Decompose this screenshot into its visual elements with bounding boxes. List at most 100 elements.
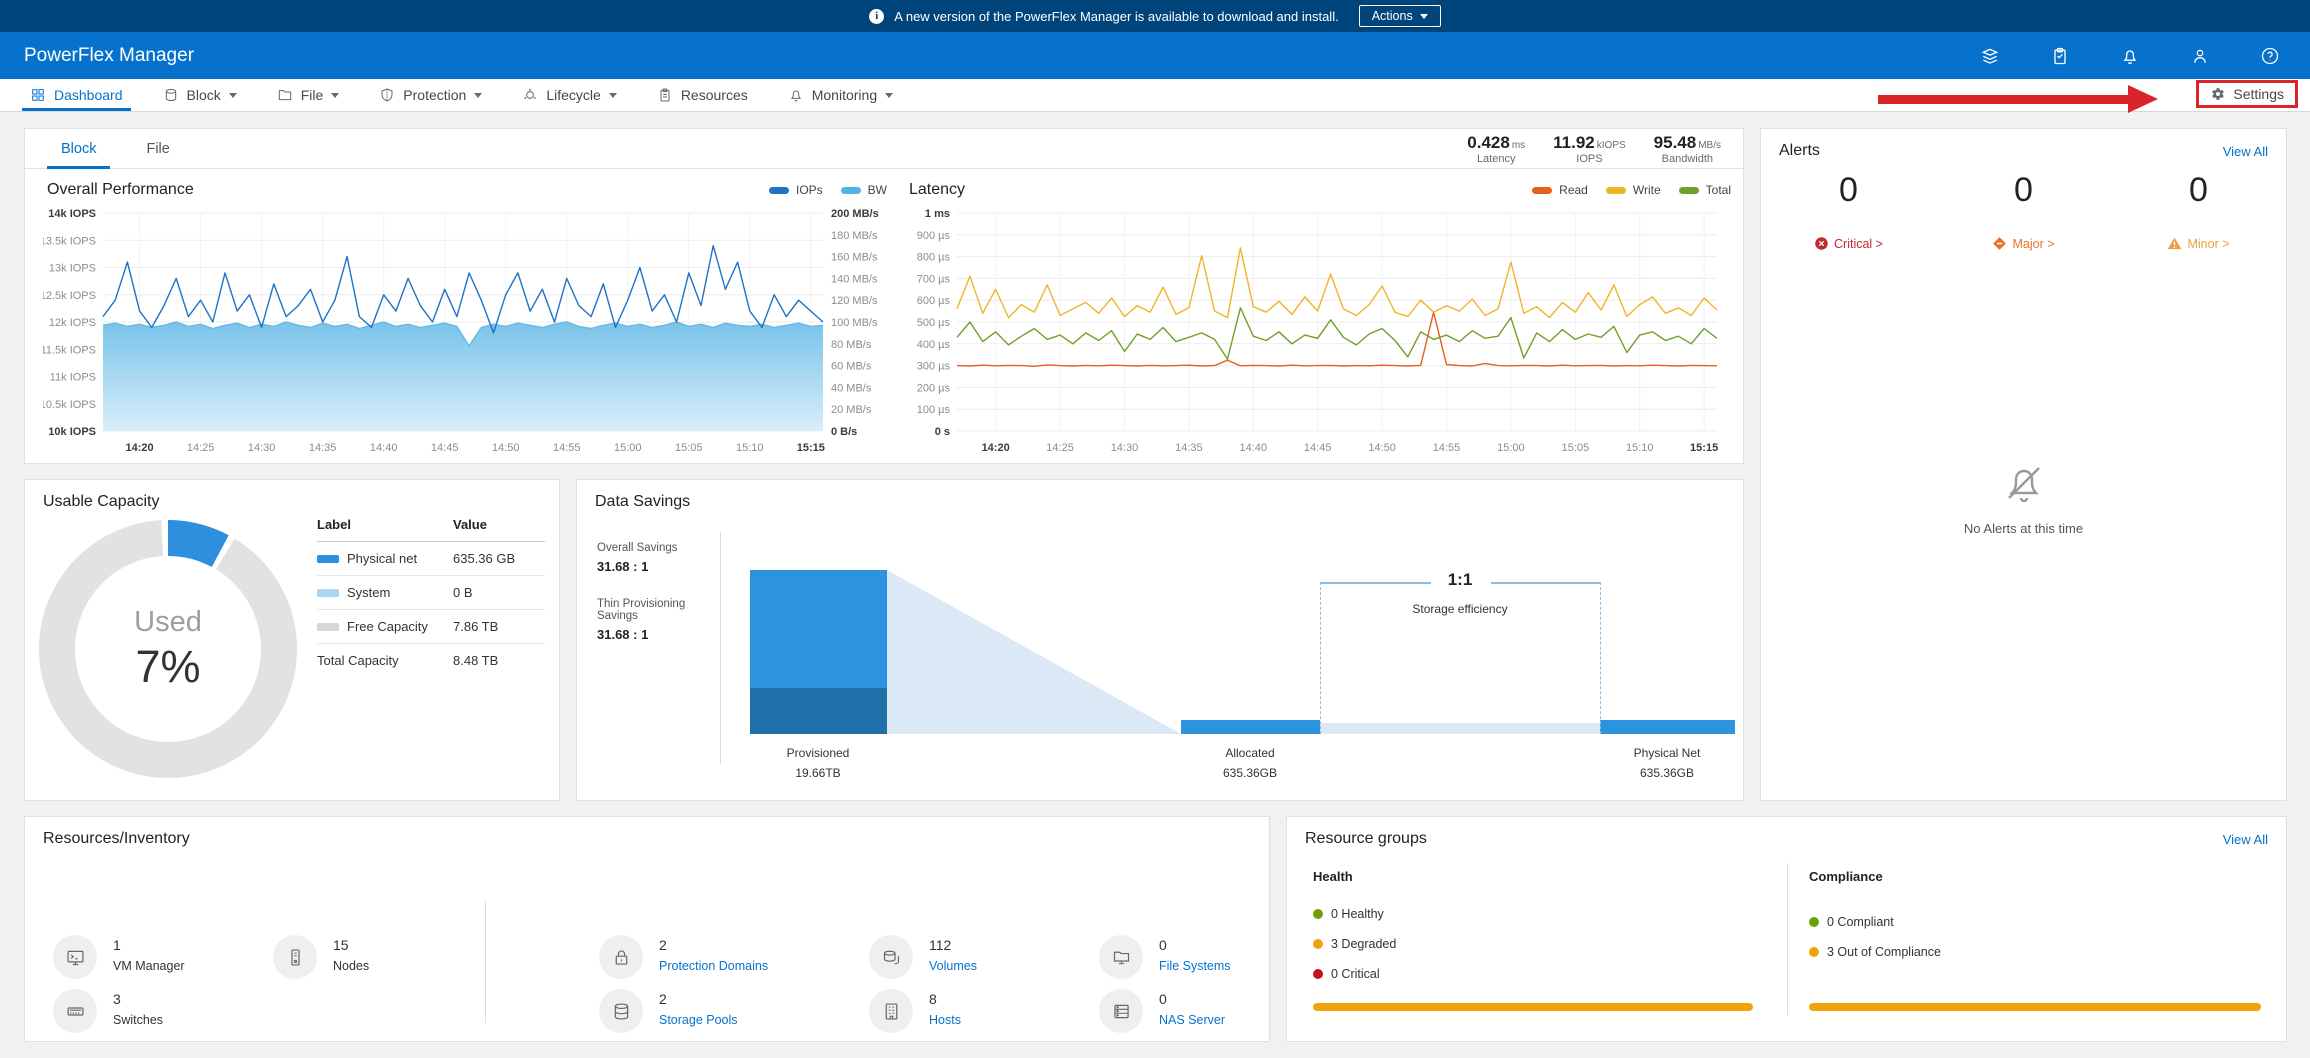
legend-swatch	[840, 186, 861, 194]
minor-link[interactable]: Minor >	[2167, 236, 2230, 251]
capacity-row-total: Total Capacity 8.48 TB	[317, 653, 499, 668]
resource-link[interactable]: Protection Domains	[659, 959, 769, 973]
user-icon[interactable]	[2190, 46, 2210, 66]
donut-center: Used 7%	[75, 556, 261, 742]
svg-text:900 µs: 900 µs	[917, 230, 951, 242]
allocated-bar	[1181, 720, 1320, 734]
resource-groups-card: Resource groups View All Health 0 Health…	[1286, 816, 2287, 1042]
jobs-icon[interactable]	[1980, 46, 2000, 66]
alerts-view-all-link[interactable]: View All	[2222, 144, 2268, 159]
thin-savings-label: Thin Provisioning Savings	[597, 598, 686, 622]
svg-text:14:20: 14:20	[982, 442, 1010, 454]
resource-link[interactable]: Volumes	[929, 959, 977, 973]
resource-file-systems: 0 File Systems	[1099, 935, 1231, 979]
resource-link[interactable]: Hosts	[929, 1013, 961, 1027]
resource-hosts: 8 Hosts	[869, 989, 961, 1033]
legend-total[interactable]: Total	[1678, 183, 1731, 197]
resource-link[interactable]: NAS Server	[1159, 1013, 1225, 1027]
major-link[interactable]: Major >	[1992, 236, 2055, 251]
health-row-degraded: 3 Degraded	[1313, 937, 1396, 951]
tab-file[interactable]: File	[132, 129, 183, 168]
resource-storage-pools: 2 Storage Pools	[599, 989, 738, 1033]
alert-counts: 0 Critical > 0 Major > 0 Minor >	[1761, 171, 2286, 256]
lock-icon	[599, 935, 643, 979]
resource-count: 2	[659, 991, 667, 1007]
bell-slash-icon	[2000, 459, 2048, 507]
resource-label: VM Manager	[113, 959, 185, 973]
shield-icon	[379, 87, 395, 103]
svg-text:140 MB/s: 140 MB/s	[831, 273, 878, 285]
resource-protection-domains: 2 Protection Domains	[599, 935, 768, 979]
nav-item-monitoring[interactable]: Monitoring	[768, 79, 913, 111]
compliance-row-out-of-compliance: 3 Out of Compliance	[1809, 945, 1941, 959]
resource-switches: 3 Switches	[53, 989, 163, 1033]
nav-item-resources[interactable]: Resources	[637, 79, 768, 111]
svg-text:500 µs: 500 µs	[917, 317, 951, 329]
performance-legend: IOPs BW	[768, 183, 887, 197]
legend-swatch	[1605, 186, 1626, 194]
critical-dot	[1313, 969, 1323, 979]
chevron-down-icon	[885, 92, 894, 98]
banner-message: A new version of the PowerFlex Manager i…	[894, 8, 1339, 24]
savings-summary: Overall Savings 31.68 : 1 Thin Provision…	[597, 542, 715, 666]
svg-text:20 MB/s: 20 MB/s	[831, 404, 872, 416]
resource-link[interactable]: File Systems	[1159, 959, 1231, 973]
major-column: 0 Major >	[1936, 171, 2111, 256]
divider	[720, 532, 721, 764]
legend-bw[interactable]: BW	[840, 183, 887, 197]
physical-net-bar	[1600, 720, 1735, 734]
svg-text:180 MB/s: 180 MB/s	[831, 230, 878, 242]
donut-center-value: 7%	[135, 640, 201, 692]
efficiency-dashed-line-left	[1320, 582, 1321, 734]
nav-item-file[interactable]: File	[257, 79, 360, 111]
divider	[485, 901, 486, 1023]
svg-text:14:50: 14:50	[492, 442, 520, 454]
tab-block[interactable]: Block	[47, 129, 111, 169]
compliance-row-compliant: 0 Compliant	[1809, 915, 1894, 929]
svg-text:40 MB/s: 40 MB/s	[831, 382, 872, 394]
svg-text:14:30: 14:30	[248, 442, 276, 454]
no-alerts-empty-state: No Alerts at this time	[1761, 459, 2286, 536]
critical-column: 0 Critical >	[1761, 171, 1936, 256]
legend-iops[interactable]: IOPs	[768, 183, 823, 197]
resource-groups-view-all-link[interactable]: View All	[2222, 832, 2268, 847]
dashboard-icon	[30, 87, 46, 103]
nav-item-settings[interactable]: Settings	[2196, 80, 2298, 108]
legend-write[interactable]: Write	[1605, 183, 1661, 197]
nodes-icon	[273, 935, 317, 979]
actions-button[interactable]: Actions	[1358, 5, 1441, 27]
svg-text:14:30: 14:30	[1111, 442, 1139, 454]
resource-count: 1	[113, 937, 121, 953]
svg-text:12.5k IOPS: 12.5k IOPS	[43, 290, 96, 302]
nav-label: Block	[186, 87, 221, 103]
donut-center-label: Used	[134, 605, 202, 638]
notifications-icon[interactable]	[2120, 46, 2140, 66]
svg-text:14:50: 14:50	[1368, 442, 1396, 454]
update-banner: i A new version of the PowerFlex Manager…	[0, 0, 2310, 32]
svg-text:0 s: 0 s	[935, 426, 950, 438]
critical-link[interactable]: Critical >	[1814, 236, 1883, 251]
capacity-table-header: Label Value	[317, 508, 545, 542]
data-savings-card: Data Savings Overall Savings 31.68 : 1 T…	[576, 479, 1744, 801]
degraded-dot	[1313, 939, 1323, 949]
annotation-arrow-shaft	[1878, 95, 2128, 104]
legend-read[interactable]: Read	[1532, 183, 1588, 197]
help-icon[interactable]	[2260, 46, 2280, 66]
nav-item-dashboard[interactable]: Dashboard	[10, 79, 143, 111]
data-savings-funnel: 1:1 Storage efficiency Provisioned 19.66T…	[742, 518, 1735, 790]
nas-server-icon	[1099, 989, 1143, 1033]
volumes-icon	[869, 935, 913, 979]
block-icon	[163, 87, 179, 103]
nav-item-block[interactable]: Block	[143, 79, 257, 111]
resource-nas-server: 0 NAS Server	[1099, 989, 1225, 1033]
compliant-dot	[1809, 917, 1819, 927]
resource-link[interactable]: Storage Pools	[659, 1013, 738, 1027]
usable-capacity-card: Usable Capacity Used 7% Label Value Phys…	[24, 479, 560, 801]
legend-swatch	[1532, 186, 1553, 194]
health-status-bar	[1313, 1003, 1753, 1011]
checklist-icon[interactable]	[2050, 46, 2070, 66]
hosts-icon	[869, 989, 913, 1033]
svg-text:120 MB/s: 120 MB/s	[831, 295, 878, 307]
nav-item-protection[interactable]: Protection	[359, 79, 502, 111]
nav-item-lifecycle[interactable]: Lifecycle	[502, 79, 636, 111]
